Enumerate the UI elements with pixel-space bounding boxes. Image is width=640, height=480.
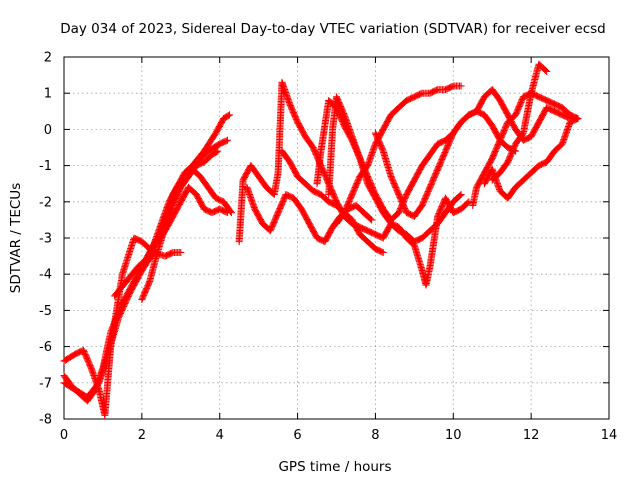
series-track-16: [488, 60, 551, 184]
data-marker: [574, 115, 582, 123]
y-tick-label: -5: [39, 304, 52, 319]
data-marker: [224, 136, 231, 144]
series-track-13: [371, 107, 520, 220]
x-tick-label: 0: [60, 428, 68, 443]
data-marker: [225, 111, 233, 119]
y-axis-label: SDTVAR / TECUs: [8, 183, 24, 293]
y-tick-label: -4: [39, 268, 52, 283]
x-tick-label: 2: [138, 428, 146, 443]
series-track-5: [138, 147, 222, 304]
data-marker: [456, 192, 464, 200]
y-tick-label: 1: [44, 87, 52, 102]
y-tick-label: -2: [39, 195, 52, 210]
data-marker: [222, 208, 230, 216]
data-marker: [213, 148, 221, 156]
data-points: [60, 60, 582, 419]
data-marker: [222, 137, 230, 145]
x-tick-label: 10: [445, 428, 462, 443]
data-marker: [573, 115, 581, 123]
data-marker: [224, 112, 232, 120]
series-track-4: [111, 165, 235, 300]
x-tick-label: 8: [371, 428, 379, 443]
data-marker: [366, 215, 374, 223]
x-axis-label: GPS time / hours: [278, 459, 391, 475]
y-tick-label: -6: [39, 340, 52, 355]
y-tick-label: 0: [44, 123, 52, 138]
data-marker: [457, 82, 465, 90]
data-marker: [177, 248, 185, 256]
axes: [63, 56, 610, 420]
data-marker: [368, 216, 376, 224]
y-tick-label: -7: [39, 376, 52, 391]
data-marker: [379, 248, 387, 256]
series-track-6: [153, 183, 231, 246]
data-marker: [457, 191, 465, 199]
x-tick-label: 14: [601, 428, 618, 443]
data-marker: [465, 198, 473, 206]
y-tick-label: 2: [44, 51, 52, 66]
chart-title: Day 034 of 2023, Sidereal Day-to-day VTE…: [60, 21, 606, 37]
data-marker: [224, 209, 231, 217]
data-marker: [543, 67, 551, 75]
series-track-8: [243, 183, 376, 246]
x-tick-label: 4: [216, 428, 224, 443]
series-track-14: [469, 89, 582, 209]
series-track-9: [278, 147, 387, 256]
x-tick-label: 12: [523, 428, 540, 443]
data-marker: [542, 66, 550, 74]
x-tick-label: 6: [293, 428, 301, 443]
y-tick-label: -3: [39, 232, 52, 247]
data-marker: [145, 279, 153, 287]
data-marker: [378, 248, 386, 256]
series-track-15: [480, 115, 582, 202]
y-tick-label: -8: [39, 413, 52, 428]
y-tick-label: -1: [39, 159, 52, 174]
data-marker: [214, 147, 222, 155]
